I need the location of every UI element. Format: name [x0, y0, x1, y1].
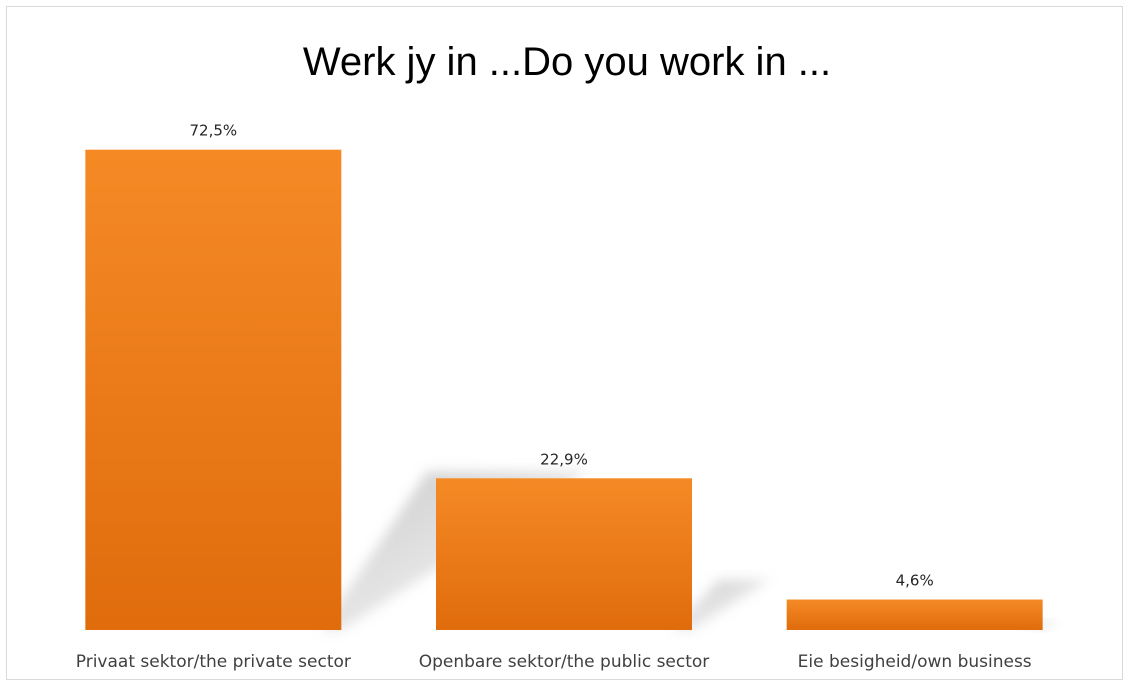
data-label: 4,6%: [896, 572, 934, 590]
chart-title: Werk jy in ...Do you work in ...: [303, 40, 831, 84]
category-labels: Privaat sektor/the private sector Openbar…: [76, 652, 1032, 672]
category-label: Openbare sektor/the public sector: [419, 652, 710, 672]
data-label: 72,5%: [190, 122, 238, 140]
category-label: Eie besigheid/own business: [798, 652, 1032, 672]
bar-shadow: [671, 579, 770, 630]
bar: [786, 599, 1043, 630]
bar: [436, 478, 692, 630]
data-labels: 72,5% 22,9% 4,6%: [190, 122, 934, 590]
data-label: 22,9%: [540, 450, 588, 468]
bar: [85, 149, 342, 630]
bars: [85, 149, 1043, 630]
category-label: Privaat sektor/the private sector: [76, 652, 351, 672]
